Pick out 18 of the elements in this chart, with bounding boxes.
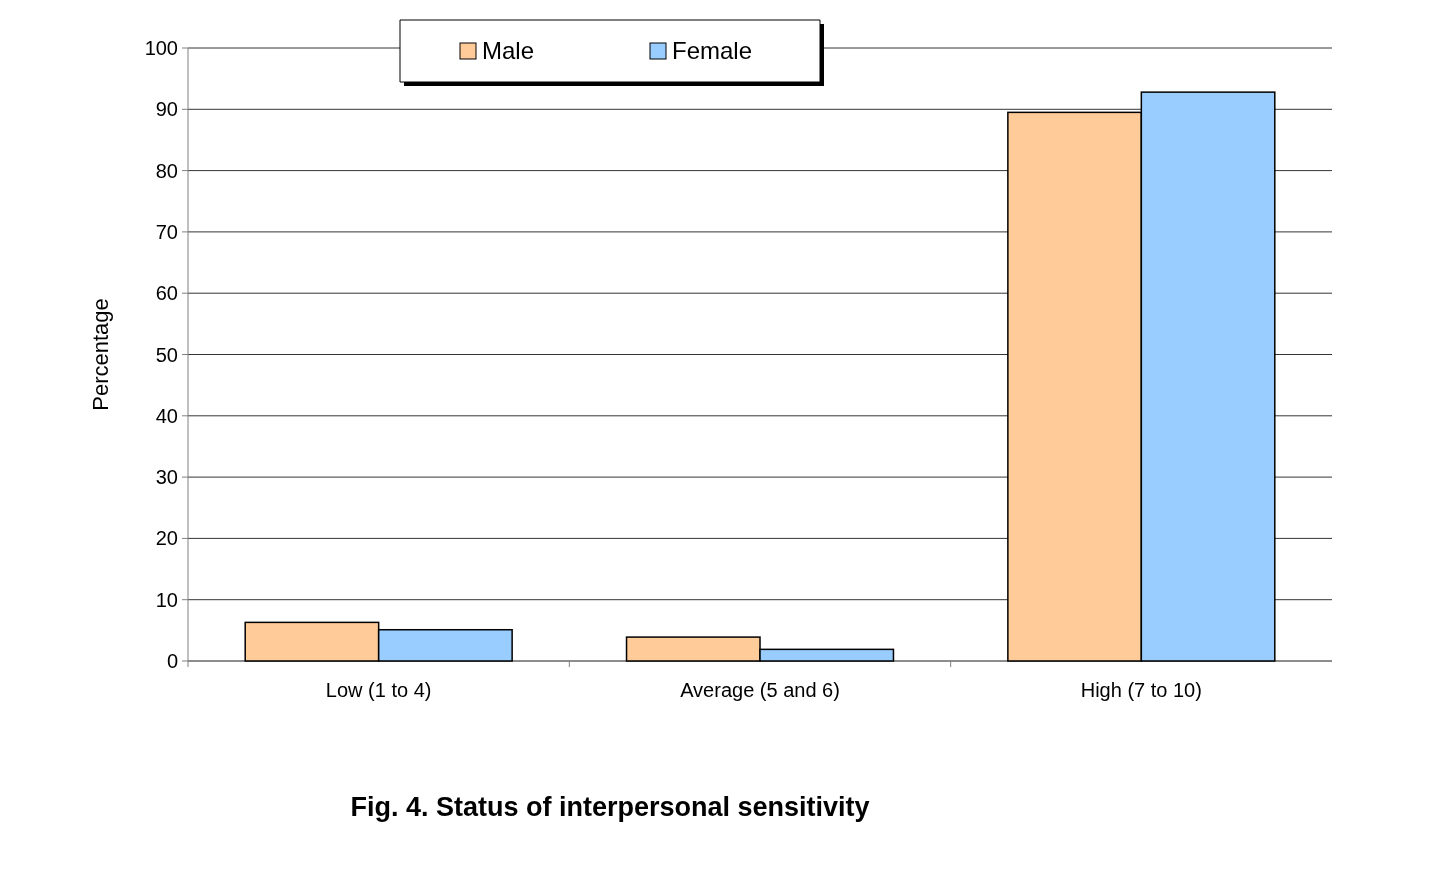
x-tick-label: Average (5 and 6) <box>680 679 840 701</box>
legend-label: Male <box>482 37 535 65</box>
y-axis-title: Percentage <box>88 298 113 411</box>
x-tick-label: Low (1 to 4) <box>325 679 432 701</box>
legend-label: Female <box>672 37 753 65</box>
y-tick-label: 40 <box>155 404 178 427</box>
y-tick-label: 60 <box>155 282 178 305</box>
y-tick-label: 20 <box>155 527 178 550</box>
y-tick-label: 0 <box>166 650 178 672</box>
y-tick-label: 70 <box>155 220 178 243</box>
text: Fig. 4. Status of interpersonal sensitivity <box>350 792 870 822</box>
y-tick-label: 90 <box>155 98 178 121</box>
y-tick-label: 80 <box>155 159 178 182</box>
y-tick-label: 100 <box>144 37 178 59</box>
y-tick-label: 10 <box>155 588 178 611</box>
y-tick-label: 50 <box>155 343 178 366</box>
x-tick-label: High (7 to 10) <box>1080 679 1202 701</box>
y-tick-label: 30 <box>155 466 178 489</box>
